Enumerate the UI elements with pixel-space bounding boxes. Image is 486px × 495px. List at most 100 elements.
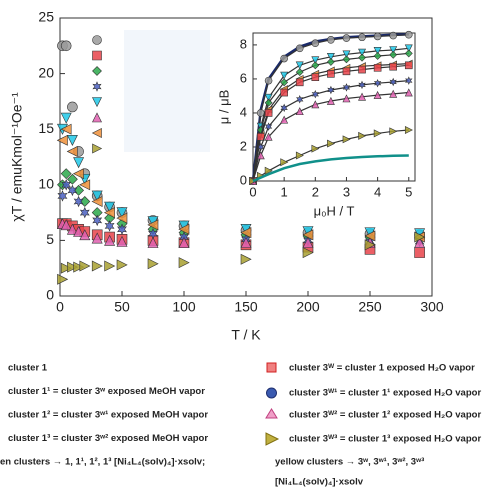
marker — [92, 143, 103, 154]
marker — [373, 129, 382, 138]
marker — [280, 54, 288, 63]
marker — [342, 83, 351, 92]
marker — [264, 76, 273, 85]
marker — [358, 53, 366, 62]
marker — [358, 80, 366, 90]
marker — [92, 81, 102, 92]
marker — [264, 98, 273, 107]
y-tick-label: 6 — [240, 70, 247, 85]
marker — [91, 260, 103, 272]
marker — [373, 32, 382, 41]
x-tick-label: 50 — [114, 299, 130, 315]
marker — [178, 236, 190, 248]
marker — [61, 179, 72, 191]
marker — [373, 78, 382, 88]
marker — [373, 64, 382, 72]
y-tick-label: 10 — [38, 176, 54, 192]
marker — [389, 127, 398, 136]
marker — [57, 273, 69, 285]
marker — [358, 48, 367, 57]
marker — [67, 101, 78, 113]
marker — [66, 135, 78, 146]
marker — [60, 168, 72, 180]
marker — [104, 201, 116, 213]
marker — [147, 219, 159, 231]
marker — [342, 135, 351, 144]
marker — [311, 61, 320, 70]
marker — [295, 151, 304, 160]
marker — [264, 93, 273, 102]
marker — [327, 70, 335, 78]
marker — [311, 39, 320, 48]
marker — [327, 36, 335, 44]
marker — [264, 109, 273, 117]
marker — [280, 158, 289, 167]
marker — [373, 47, 382, 56]
marker — [280, 88, 288, 97]
marker — [404, 125, 413, 134]
marker — [116, 235, 128, 247]
marker — [311, 144, 320, 153]
marker — [342, 67, 351, 76]
x-tick-label: 0 — [249, 184, 256, 199]
marker — [67, 184, 78, 197]
marker — [295, 44, 304, 53]
y-tick-label: 0 — [240, 172, 247, 187]
marker — [73, 157, 85, 169]
marker — [60, 219, 72, 231]
y-tick-label: 25 — [38, 9, 54, 25]
marker — [326, 57, 335, 66]
marker — [280, 103, 288, 113]
note-text: cluster 3ᵂ¹ = cluster 1¹ exposed H₂O vap… — [289, 388, 481, 399]
x-tick-label: 4 — [374, 184, 381, 199]
note-text: en clusters → 1, 1¹, 1², 1³ [Ni₄L₄(solv)… — [0, 457, 205, 468]
marker — [264, 166, 273, 175]
marker — [73, 261, 85, 273]
marker — [302, 236, 314, 248]
marker — [358, 131, 367, 140]
marker — [389, 31, 397, 40]
note-text: yellow clusters → 3ʷ, 3ʷ¹, 3ʷ², 3ʷ³ — [275, 457, 424, 468]
note-text: [Ni₄L₄(solv)₄]·xsolv — [275, 477, 364, 488]
marker — [389, 50, 398, 59]
marker — [295, 61, 304, 70]
y-tick-label: 4 — [240, 104, 247, 119]
notes-left: cluster 1 cluster 1¹ = cluster 3ʷ exposed… — [0, 363, 208, 468]
marker — [280, 115, 289, 124]
marker — [342, 50, 351, 59]
y-tick-label: 8 — [240, 36, 247, 51]
marker — [414, 247, 425, 258]
marker — [404, 49, 413, 58]
marker — [147, 236, 159, 248]
marker — [79, 260, 91, 272]
y-tick-label: 20 — [38, 64, 54, 80]
marker — [92, 50, 102, 61]
marker — [295, 68, 304, 77]
marker — [66, 173, 78, 185]
marker — [311, 73, 320, 82]
note-text: cluster 1³ = cluster 3ʷ² exposed MeOH va… — [8, 433, 208, 444]
marker — [91, 128, 102, 138]
marker — [389, 89, 398, 98]
marker — [56, 134, 68, 146]
marker — [311, 100, 320, 109]
x-tick-label: 1 — [281, 184, 288, 199]
marker — [73, 195, 84, 208]
y-tick-label: 5 — [46, 231, 54, 247]
marker — [404, 30, 413, 39]
marker — [373, 52, 382, 60]
marker — [92, 35, 102, 45]
marker — [280, 71, 289, 80]
x-tick-label: 3 — [343, 184, 350, 199]
marker — [91, 232, 103, 244]
y-tick-label: 15 — [38, 120, 54, 136]
marker — [373, 90, 382, 99]
marker — [91, 195, 103, 207]
marker — [414, 231, 426, 243]
marker — [240, 236, 252, 248]
marker — [104, 234, 116, 246]
note-text: cluster 3ᵂ = cluster 1 exposed H₂O vapor — [289, 363, 475, 374]
marker — [92, 66, 102, 76]
